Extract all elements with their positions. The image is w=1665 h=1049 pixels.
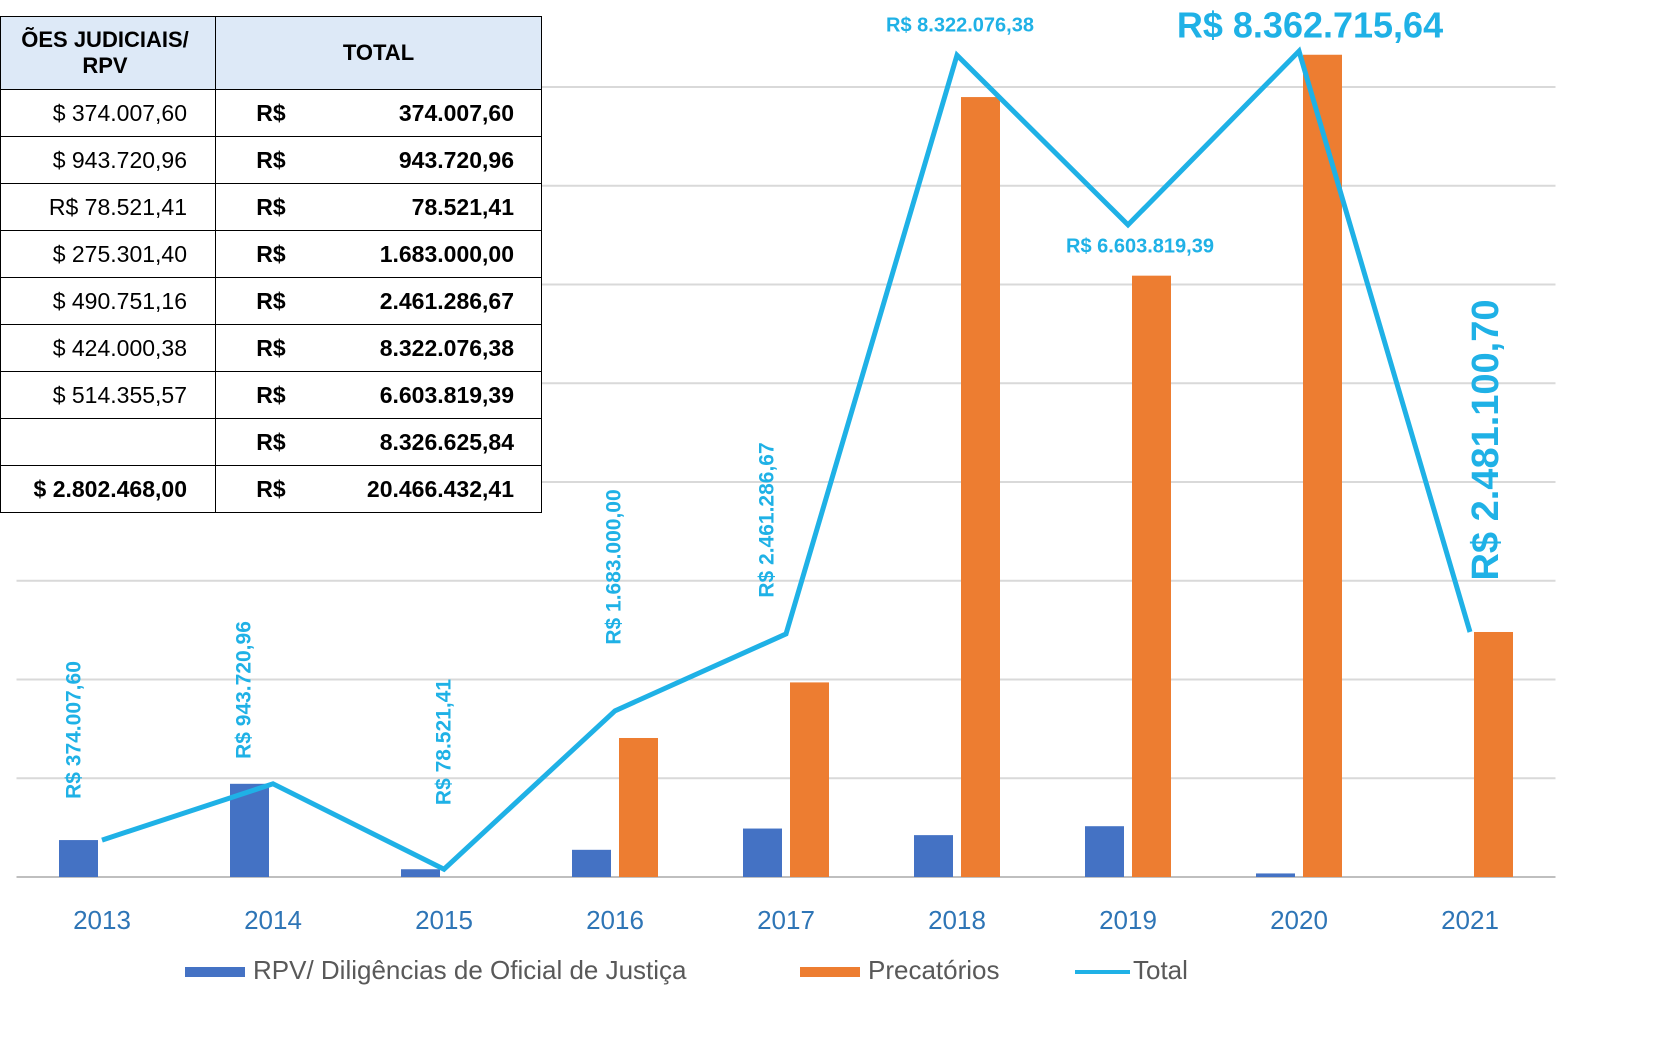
- total-cell: R$ 6.603.819,39: [215, 371, 542, 419]
- currency: R$: [256, 428, 286, 455]
- total-cell: R$ 8.326.625,84: [215, 418, 542, 466]
- total-cell: R$ 943.720,96: [215, 136, 542, 184]
- rpv-cell: R$ 78.521,41: [0, 183, 216, 231]
- amount: 6.603.819,39: [379, 381, 514, 408]
- bar: [1132, 275, 1171, 878]
- legend-swatch: [800, 967, 860, 977]
- bar: [790, 682, 829, 877]
- table-row: $ 943.720,96 R$ 943.720,96: [0, 136, 542, 184]
- x-tick-label: 2017: [757, 905, 815, 935]
- currency: R$: [256, 287, 286, 314]
- bar: [1085, 826, 1124, 877]
- x-tick-label: 2018: [928, 905, 986, 935]
- amount: 2.461.286,67: [379, 287, 514, 314]
- data-label: R$ 6.603.819,39: [1066, 235, 1214, 257]
- bar: [1303, 54, 1342, 877]
- amount: 78.521,41: [411, 193, 514, 220]
- currency: R$: [256, 99, 286, 126]
- rpv-cell: $ 374.007,60: [0, 89, 216, 137]
- table-row: $ 514.355,57 R$ 6.603.819,39: [0, 371, 542, 419]
- data-label: R$ 8.362.715,64: [1177, 5, 1443, 46]
- currency: R$: [256, 146, 286, 173]
- x-tick-label: 2020: [1270, 905, 1328, 935]
- total-cell: R$ 8.322.076,38: [215, 324, 542, 372]
- summary-table: ÕES JUDICIAIS/ RPV TOTAL $ 374.007,60 R$ 3…: [0, 16, 542, 513]
- data-label: R$ 943.720,96: [233, 621, 256, 759]
- rpv-cell: [0, 418, 216, 466]
- total-cell: R$ 374.007,60: [215, 89, 542, 137]
- table-row: R$ 78.521,41 R$ 78.521,41: [0, 183, 542, 231]
- bar: [961, 97, 1000, 877]
- currency: R$: [256, 240, 286, 267]
- table-row: $ 424.000,38 R$ 8.322.076,38: [0, 324, 542, 372]
- rpv-cell: $ 490.751,16: [0, 277, 216, 325]
- bar: [401, 869, 440, 877]
- legend-swatch: [185, 967, 245, 977]
- rpv-cell: $ 943.720,96: [0, 136, 216, 184]
- total-line: [101, 46, 1473, 873]
- legend-label: Total: [1133, 955, 1188, 985]
- rpv-cell: $ 424.000,38: [0, 324, 216, 372]
- x-tick-label: 2013: [73, 905, 131, 935]
- x-tick-label: 2021: [1441, 905, 1499, 935]
- data-label: R$ 2.461.286,67: [756, 442, 779, 597]
- table-row: R$ 8.326.625,84: [0, 418, 542, 466]
- bar: [619, 737, 658, 877]
- table-row: $ 374.007,60 R$ 374.007,60: [0, 89, 542, 137]
- header-cell: TOTAL: [215, 16, 542, 90]
- data-label: R$ 8.322.076,38: [886, 14, 1034, 36]
- currency: R$: [256, 193, 286, 220]
- x-tick-label: 2019: [1099, 905, 1157, 935]
- currency: R$: [256, 381, 286, 408]
- amount: 8.326.625,84: [379, 428, 514, 455]
- currency: R$: [256, 334, 286, 361]
- rpv-cell: $ 2.802.468,00: [0, 465, 216, 513]
- table-row: $ 275.301,40 R$ 1.683.000,00: [0, 230, 542, 278]
- amount: 1.683.000,00: [379, 240, 514, 267]
- total-cell: R$ 20.466.432,41: [215, 465, 542, 513]
- bar: [1474, 631, 1513, 877]
- data-label: R$ 374.007,60: [63, 661, 86, 799]
- amount: 8.322.076,38: [379, 334, 514, 361]
- x-tick-label: 2014: [244, 905, 302, 935]
- bar: [743, 828, 782, 877]
- total-cell: R$ 1.683.000,00: [215, 230, 542, 278]
- amount: 943.720,96: [398, 146, 514, 173]
- legend-label: RPV/ Diligências de Oficial de Justiça: [253, 955, 687, 985]
- x-tick-label: 2016: [586, 905, 644, 935]
- table-header: ÕES JUDICIAIS/ RPV TOTAL: [0, 16, 542, 90]
- bar: [59, 840, 98, 877]
- amount: 374.007,60: [398, 99, 514, 126]
- bar: [572, 849, 611, 877]
- header-cell: ÕES JUDICIAIS/ RPV: [0, 16, 216, 90]
- bar: [230, 783, 269, 877]
- bar: [914, 835, 953, 877]
- rpv-cell: $ 514.355,57: [0, 371, 216, 419]
- table-row: $ 490.751,16 R$ 2.461.286,67: [0, 277, 542, 325]
- legend-label: Precatórios: [868, 955, 1000, 985]
- rpv-cell: $ 275.301,40: [0, 230, 216, 278]
- total-cell: R$ 2.461.286,67: [215, 277, 542, 325]
- total-cell: R$ 78.521,41: [215, 183, 542, 231]
- table-row: $ 2.802.468,00 R$ 20.466.432,41: [0, 465, 542, 513]
- data-label: R$ 2.481.100,70: [1465, 299, 1507, 580]
- bar: [1256, 873, 1295, 877]
- data-label: R$ 78.521,41: [433, 679, 456, 805]
- x-tick-label: 2015: [415, 905, 473, 935]
- amount: 20.466.432,41: [366, 475, 514, 502]
- data-label: R$ 1.683.000,00: [603, 489, 626, 644]
- currency: R$: [256, 475, 286, 502]
